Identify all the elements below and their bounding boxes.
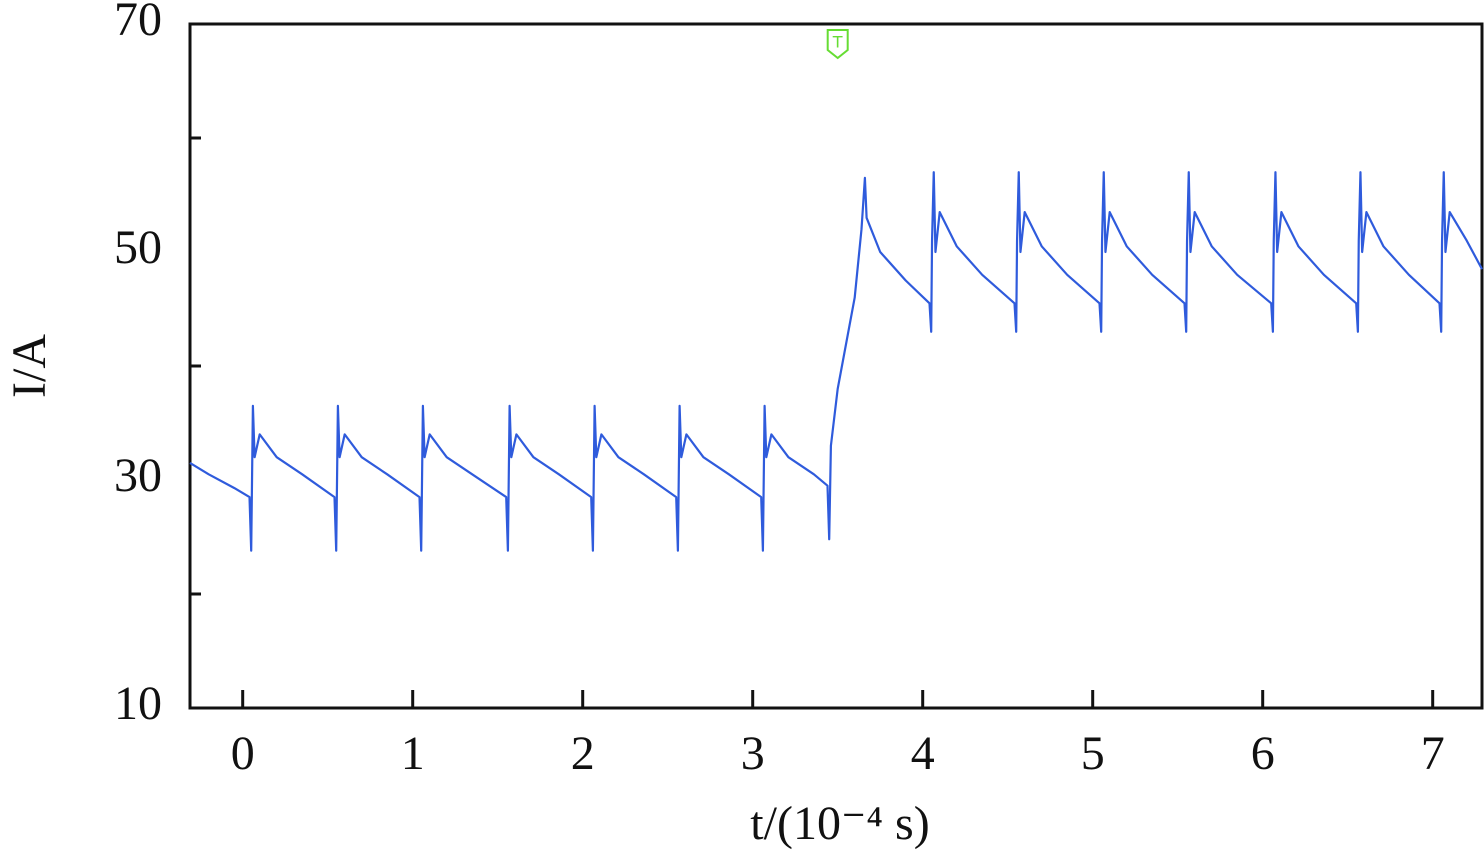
current-trace bbox=[189, 171, 1483, 552]
trigger-label: T bbox=[832, 33, 843, 52]
x-tick-label: 7 bbox=[1421, 727, 1445, 780]
x-axis-label: t/(10⁻⁴ s) bbox=[750, 797, 929, 850]
x-tick-label: 1 bbox=[401, 727, 425, 780]
y-axis-label: I/A bbox=[3, 334, 56, 398]
trigger-marker bbox=[826, 29, 849, 60]
plot-frame bbox=[188, 22, 1484, 710]
y-tick-label: 10 bbox=[114, 677, 162, 730]
y-tick-label: 30 bbox=[114, 449, 162, 502]
x-tick-label: 5 bbox=[1081, 727, 1105, 780]
x-tick-label: 3 bbox=[741, 727, 765, 780]
x-tick-label: 0 bbox=[231, 727, 255, 780]
y-tick-label: 50 bbox=[114, 221, 162, 274]
x-tick-label: 2 bbox=[571, 727, 595, 780]
x-tick-label: 4 bbox=[911, 727, 935, 780]
x-tick-label: 6 bbox=[1251, 727, 1275, 780]
y-tick-label: 70 bbox=[114, 0, 162, 46]
